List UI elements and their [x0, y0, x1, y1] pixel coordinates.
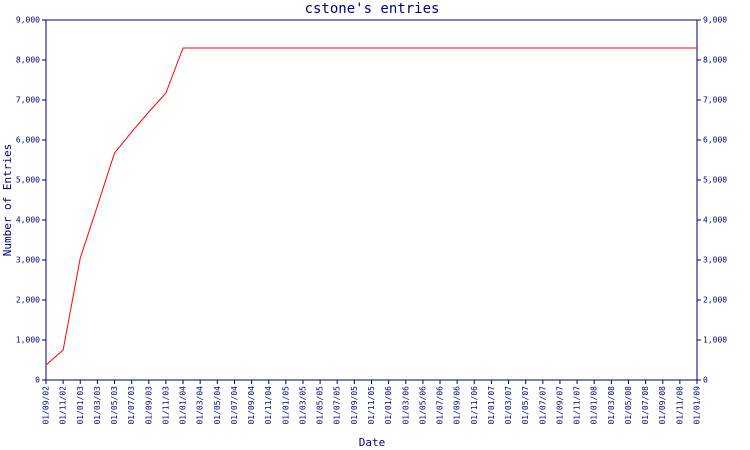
x-tick-label: 01/07/04 [230, 386, 239, 425]
x-tick-label: 01/03/05 [298, 386, 307, 425]
x-tick-label: 01/11/02 [59, 386, 68, 425]
chart-title: cstone's entries [305, 1, 440, 17]
x-tick-label: 01/03/07 [504, 386, 513, 425]
y-tick-label: 5,000 [16, 176, 40, 185]
y-tick-label: 2,000 [16, 296, 40, 305]
y2-tick-label: 4,000 [703, 216, 727, 225]
y2-tick-label: 5,000 [703, 176, 727, 185]
y2-tick-label: 0 [703, 376, 708, 385]
x-tick-label: 01/05/04 [213, 386, 222, 425]
x-tick-label: 01/11/04 [264, 386, 273, 425]
x-tick-label: 01/11/05 [367, 386, 376, 425]
x-tick-label: 01/09/02 [42, 386, 51, 425]
x-tick-label: 01/07/05 [333, 386, 342, 425]
x-tick-label: 01/11/07 [573, 386, 582, 425]
x-tick-label: 01/03/03 [93, 386, 102, 425]
x-tick-label: 01/07/06 [436, 386, 445, 425]
y-tick-label: 9,000 [16, 16, 40, 25]
x-tick-label: 01/07/08 [641, 386, 650, 425]
x-tick-label: 01/11/06 [470, 386, 479, 425]
y2-tick-label: 2,000 [703, 296, 727, 305]
x-tick-label: 01/05/05 [316, 386, 325, 425]
x-tick-label: 01/07/03 [127, 386, 136, 425]
x-tick-label: 01/01/09 [693, 386, 702, 425]
x-tick-label: 01/01/06 [384, 386, 393, 425]
y-tick-label: 1,000 [16, 336, 40, 345]
x-tick-label: 01/05/03 [110, 386, 119, 425]
x-tick-label: 01/09/08 [658, 386, 667, 425]
x-axis-label: Date [359, 436, 386, 449]
x-tick-label: 01/01/03 [76, 386, 85, 425]
y-tick-label: 4,000 [16, 216, 40, 225]
x-tick-label: 01/01/05 [281, 386, 290, 425]
x-tick-label: 01/01/08 [590, 386, 599, 425]
x-tick-label: 01/01/07 [487, 386, 496, 425]
y-tick-label: 7,000 [16, 96, 40, 105]
x-tick-label: 01/11/08 [675, 386, 684, 425]
x-tick-label: 01/03/06 [401, 386, 410, 425]
x-tick-label: 01/03/08 [607, 386, 616, 425]
x-tick-label: 01/07/07 [538, 386, 547, 425]
x-tick-label: 01/11/03 [161, 386, 170, 425]
y2-tick-label: 8,000 [703, 56, 727, 65]
y2-tick-label: 9,000 [703, 16, 727, 25]
x-tick-label: 01/05/08 [624, 386, 633, 425]
x-tick-label: 01/09/07 [555, 386, 564, 425]
y-tick-label: 6,000 [16, 136, 40, 145]
x-tick-label: 01/05/06 [418, 386, 427, 425]
y-tick-label: 8,000 [16, 56, 40, 65]
plot-frame [45, 19, 698, 381]
y2-tick-label: 3,000 [703, 256, 727, 265]
y-axis-label: Number of Entries [1, 144, 14, 257]
data-line [45, 47, 697, 366]
x-tick-label: 01/09/03 [144, 386, 153, 425]
y2-tick-label: 7,000 [703, 96, 727, 105]
x-tick-label: 01/09/04 [247, 386, 256, 425]
x-tick-label: 01/03/04 [196, 386, 205, 425]
y2-tick-label: 1,000 [703, 336, 727, 345]
y2-tick-label: 6,000 [703, 136, 727, 145]
x-tick-label: 01/09/05 [350, 386, 359, 425]
x-tick-label: 01/09/06 [453, 386, 462, 425]
x-tick-label: 01/05/07 [521, 386, 530, 425]
y-tick-label: 0 [35, 376, 40, 385]
y-tick-label: 3,000 [16, 256, 40, 265]
x-tick-label: 01/01/04 [179, 386, 188, 425]
